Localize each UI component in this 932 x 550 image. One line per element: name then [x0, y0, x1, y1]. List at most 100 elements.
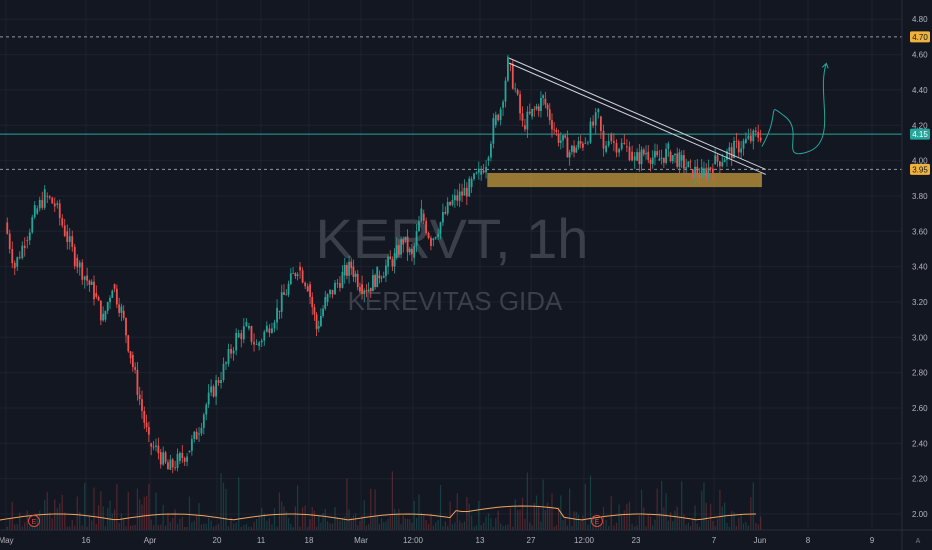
- candle-body: [709, 167, 712, 169]
- price-tick-label: 4.20: [912, 121, 928, 130]
- volume-bar: [331, 523, 334, 530]
- candle-body: [716, 155, 719, 162]
- candle-body: [296, 274, 299, 277]
- candle-body: [217, 380, 220, 384]
- volume-bar: [437, 520, 439, 530]
- candle-body: [468, 178, 471, 197]
- candle-body: [649, 159, 652, 164]
- candle-body: [660, 157, 663, 159]
- volume-bar: [696, 523, 698, 530]
- candle-body: [671, 155, 674, 162]
- volume-bar: [610, 496, 612, 530]
- time-axis[interactable]: Mar 9 16 23 12:00 Apr 7 13 20 27 May 11 18 12:00 Jun 8: [0, 536, 875, 545]
- auto-scale-button[interactable]: A: [916, 538, 921, 545]
- candle-body: [190, 439, 193, 451]
- candle-body: [487, 157, 490, 161]
- candle-body: [183, 458, 186, 462]
- volume-bar: [393, 508, 396, 530]
- price-tag-label: 3.95: [912, 165, 928, 174]
- candle-body: [480, 170, 483, 175]
- candle-body: [227, 349, 230, 364]
- candle-body: [212, 386, 215, 397]
- candle-body: [354, 273, 357, 277]
- price-tags: 4.70 4.15 3.95: [910, 31, 930, 175]
- candle-body: [179, 452, 181, 461]
- volume-bar: [309, 519, 311, 530]
- volume-bar: [634, 526, 636, 530]
- candlesticks: [6, 54, 762, 474]
- volume-bar: [74, 525, 76, 530]
- volume-bar: [512, 526, 514, 530]
- volume-bar: [551, 493, 553, 530]
- candle-body: [636, 152, 639, 161]
- candle-body: [102, 313, 105, 321]
- candle-body: [418, 221, 420, 232]
- candle-body: [232, 350, 235, 354]
- candle-body: [587, 142, 589, 144]
- volume-bar: [302, 507, 304, 530]
- candle-body: [46, 195, 49, 197]
- volume-bar: [263, 513, 265, 530]
- candle-body: [242, 326, 245, 340]
- candle-body: [164, 452, 167, 463]
- projection-arrowhead: [821, 62, 829, 69]
- price-tick-label: 2.00: [912, 510, 928, 519]
- volume-bar: [276, 526, 278, 530]
- volume-bar: [307, 526, 309, 530]
- price-axis[interactable]: 2.00 2.20 2.40 2.60 2.80 3.00 3.20 3.40 3.60 3.80…: [912, 15, 928, 519]
- volume-bar: [473, 526, 475, 530]
- candle-body: [341, 271, 344, 288]
- volume-bar: [517, 509, 519, 530]
- volume-bar: [210, 520, 212, 530]
- candle-body: [562, 135, 564, 141]
- candle-body: [535, 106, 538, 110]
- candle-body: [740, 148, 743, 153]
- volume-bar: [141, 504, 143, 530]
- auto-scale-icon[interactable]: A: [916, 538, 921, 545]
- volume-bar: [250, 526, 253, 530]
- volume-bar: [404, 518, 407, 530]
- volume-bar: [361, 515, 363, 530]
- candle-body: [88, 280, 91, 285]
- candle-body: [524, 125, 526, 130]
- volume-bar: [577, 515, 580, 530]
- volume-bar: [21, 526, 23, 530]
- volume-bar: [621, 514, 623, 530]
- support-zone[interactable]: [487, 172, 762, 188]
- volume-bar: [608, 526, 610, 530]
- candle-body: [497, 114, 500, 121]
- candle-body: [674, 153, 676, 156]
- volume-bar: [174, 509, 176, 530]
- horizontal-levels[interactable]: [0, 36, 902, 170]
- volume-bar: [334, 506, 336, 530]
- candle-body: [473, 173, 475, 179]
- candle-body: [61, 218, 64, 226]
- candle-body: [301, 270, 304, 283]
- candle-body: [99, 300, 102, 321]
- candle-body: [162, 452, 165, 465]
- time-tick-label: 12:00: [403, 536, 424, 545]
- candle-body: [391, 259, 394, 267]
- volume-bar: [93, 487, 95, 530]
- volume-bar: [152, 525, 155, 530]
- volume-bar: [402, 515, 404, 530]
- volume-bar: [240, 526, 242, 530]
- volume-bar: [123, 519, 125, 530]
- candle-body: [188, 450, 191, 453]
- volume-bar: [256, 518, 258, 530]
- candle-body: [382, 276, 385, 278]
- candle-body: [145, 422, 148, 428]
- candle-body: [544, 98, 547, 105]
- candle-body: [359, 287, 361, 292]
- drawings[interactable]: [508, 57, 829, 175]
- candle-body: [456, 195, 459, 201]
- price-tag-label: 4.15: [912, 130, 928, 139]
- candle-body: [230, 349, 232, 354]
- candle-body: [195, 431, 198, 440]
- candle-body: [38, 199, 41, 209]
- volume-bar: [389, 515, 391, 530]
- candle-body: [186, 456, 188, 462]
- candle-body: [255, 344, 258, 345]
